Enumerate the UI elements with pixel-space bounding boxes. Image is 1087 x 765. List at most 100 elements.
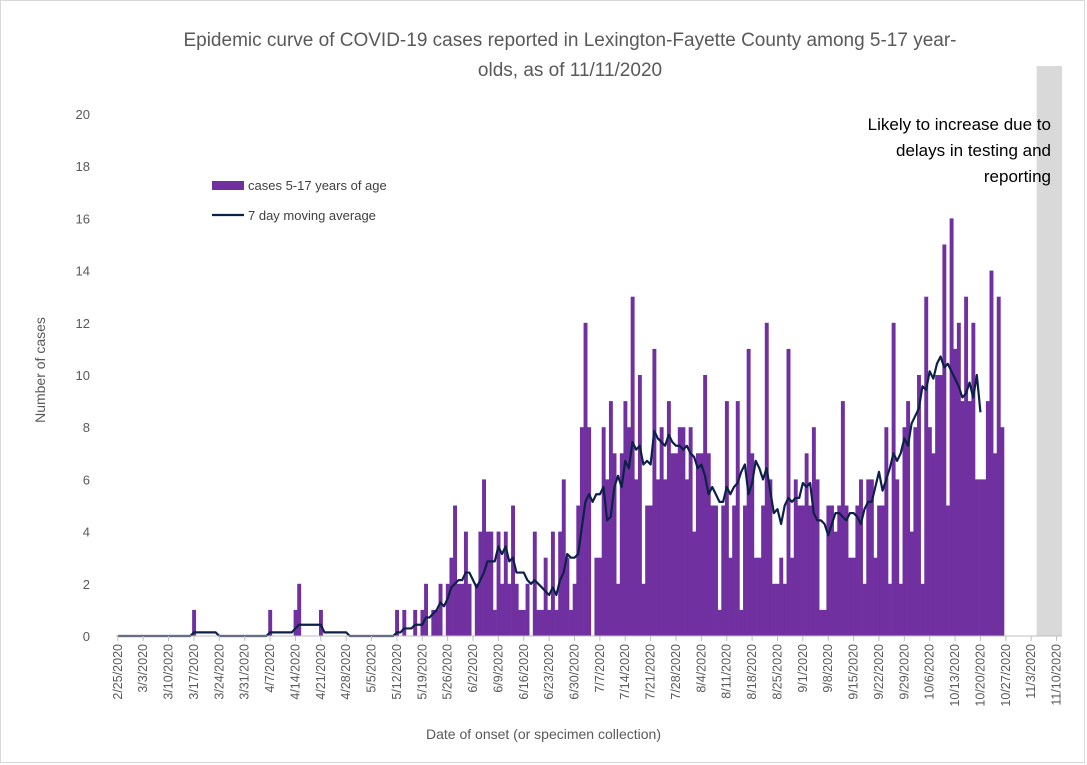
bar xyxy=(851,557,856,636)
bar xyxy=(431,609,436,636)
bar xyxy=(953,348,958,636)
bar xyxy=(971,322,976,636)
bar xyxy=(395,609,400,636)
bar xyxy=(844,505,849,636)
x-tick-label: 7/14/2020 xyxy=(618,644,632,700)
bar xyxy=(438,583,443,636)
chart-title-line-1: Epidemic curve of COVID-19 cases reporte… xyxy=(183,30,957,51)
bar xyxy=(268,609,273,636)
bar xyxy=(891,322,896,636)
bar xyxy=(826,505,831,636)
y-tick-label: 4 xyxy=(83,525,90,540)
bar xyxy=(695,453,700,636)
bar xyxy=(859,479,863,636)
bar xyxy=(703,375,708,636)
bar xyxy=(786,348,791,636)
axis-layer: 0 2 4 6 8 10 12 14 16 18 20 2/25/2020 3/3/2020 3/10/2… xyxy=(76,107,1064,707)
x-tick-label: 9/22/2020 xyxy=(872,644,886,700)
y-tick-label: 18 xyxy=(76,159,90,174)
x-tick-label: 2/25/2020 xyxy=(111,644,125,700)
bar xyxy=(960,401,965,636)
bar xyxy=(587,427,592,636)
bar xyxy=(503,531,508,636)
bar xyxy=(576,505,581,636)
bar xyxy=(830,505,834,636)
y-tick-label: 12 xyxy=(76,316,90,331)
y-tick-label: 20 xyxy=(76,107,90,122)
x-tick-label: 10/20/2020 xyxy=(973,644,987,707)
bar xyxy=(645,505,650,636)
x-tick-label: 3/24/2020 xyxy=(212,644,226,700)
bar xyxy=(601,427,606,636)
bar xyxy=(402,609,407,636)
bar xyxy=(424,583,429,636)
bar xyxy=(685,479,689,636)
bar xyxy=(750,453,755,636)
shaded-region xyxy=(1036,66,1062,636)
bar xyxy=(888,583,892,636)
bar xyxy=(779,557,784,636)
x-tick-label: 5/26/2020 xyxy=(441,644,455,700)
bar xyxy=(572,583,577,636)
bar xyxy=(753,557,758,636)
bar xyxy=(985,401,990,636)
bar xyxy=(518,609,523,636)
x-tick-label: 5/19/2020 xyxy=(415,644,429,700)
bar xyxy=(967,401,972,636)
bar xyxy=(822,609,827,636)
bar xyxy=(942,244,947,636)
y-tick-label: 16 xyxy=(76,211,90,226)
x-tick-label: 6/2/2020 xyxy=(466,644,480,693)
bar xyxy=(920,583,925,636)
bar xyxy=(793,479,798,636)
bar xyxy=(956,322,961,636)
bar xyxy=(989,270,994,636)
bar xyxy=(496,531,501,636)
bar xyxy=(880,505,885,636)
y-tick-label: 14 xyxy=(76,264,90,279)
x-tick-label: 6/23/2020 xyxy=(542,644,556,700)
bar xyxy=(895,479,900,636)
bar xyxy=(681,427,686,636)
bar xyxy=(797,505,802,636)
bar xyxy=(605,479,610,636)
bar xyxy=(547,609,552,636)
x-tick-label: 10/6/2020 xyxy=(923,644,937,700)
bar xyxy=(815,479,820,636)
bar xyxy=(583,322,588,636)
y-tick-label: 0 xyxy=(83,629,90,644)
bar xyxy=(1000,427,1005,636)
bar xyxy=(804,453,809,636)
bar xyxy=(453,505,458,636)
x-tick-label: 7/7/2020 xyxy=(593,644,607,693)
legend: cases 5-17 years of age 7 day moving ave… xyxy=(212,178,387,223)
bar xyxy=(978,479,983,636)
x-tick-label: 9/15/2020 xyxy=(847,644,861,700)
bar xyxy=(507,583,512,636)
x-tick-label: 5/12/2020 xyxy=(390,644,404,700)
bar xyxy=(652,348,657,636)
bar xyxy=(808,505,813,636)
x-tick-label: 6/9/2020 xyxy=(491,644,505,693)
bar xyxy=(482,479,487,636)
bar xyxy=(811,427,816,636)
bar xyxy=(550,531,555,636)
bar xyxy=(833,531,838,636)
bar xyxy=(848,557,853,636)
bar xyxy=(710,505,715,636)
x-tick-label: 3/3/2020 xyxy=(136,644,150,693)
bar xyxy=(906,401,911,636)
bar xyxy=(714,505,718,636)
bar xyxy=(728,557,733,636)
bar xyxy=(467,583,472,636)
bar xyxy=(478,531,483,636)
bar xyxy=(768,479,773,636)
bar xyxy=(873,557,878,636)
bar xyxy=(721,505,726,636)
bar xyxy=(514,583,519,636)
bar xyxy=(902,427,907,636)
bar xyxy=(757,557,762,636)
x-tick-label: 4/21/2020 xyxy=(314,644,328,700)
bar xyxy=(500,583,505,636)
bar xyxy=(598,557,602,636)
